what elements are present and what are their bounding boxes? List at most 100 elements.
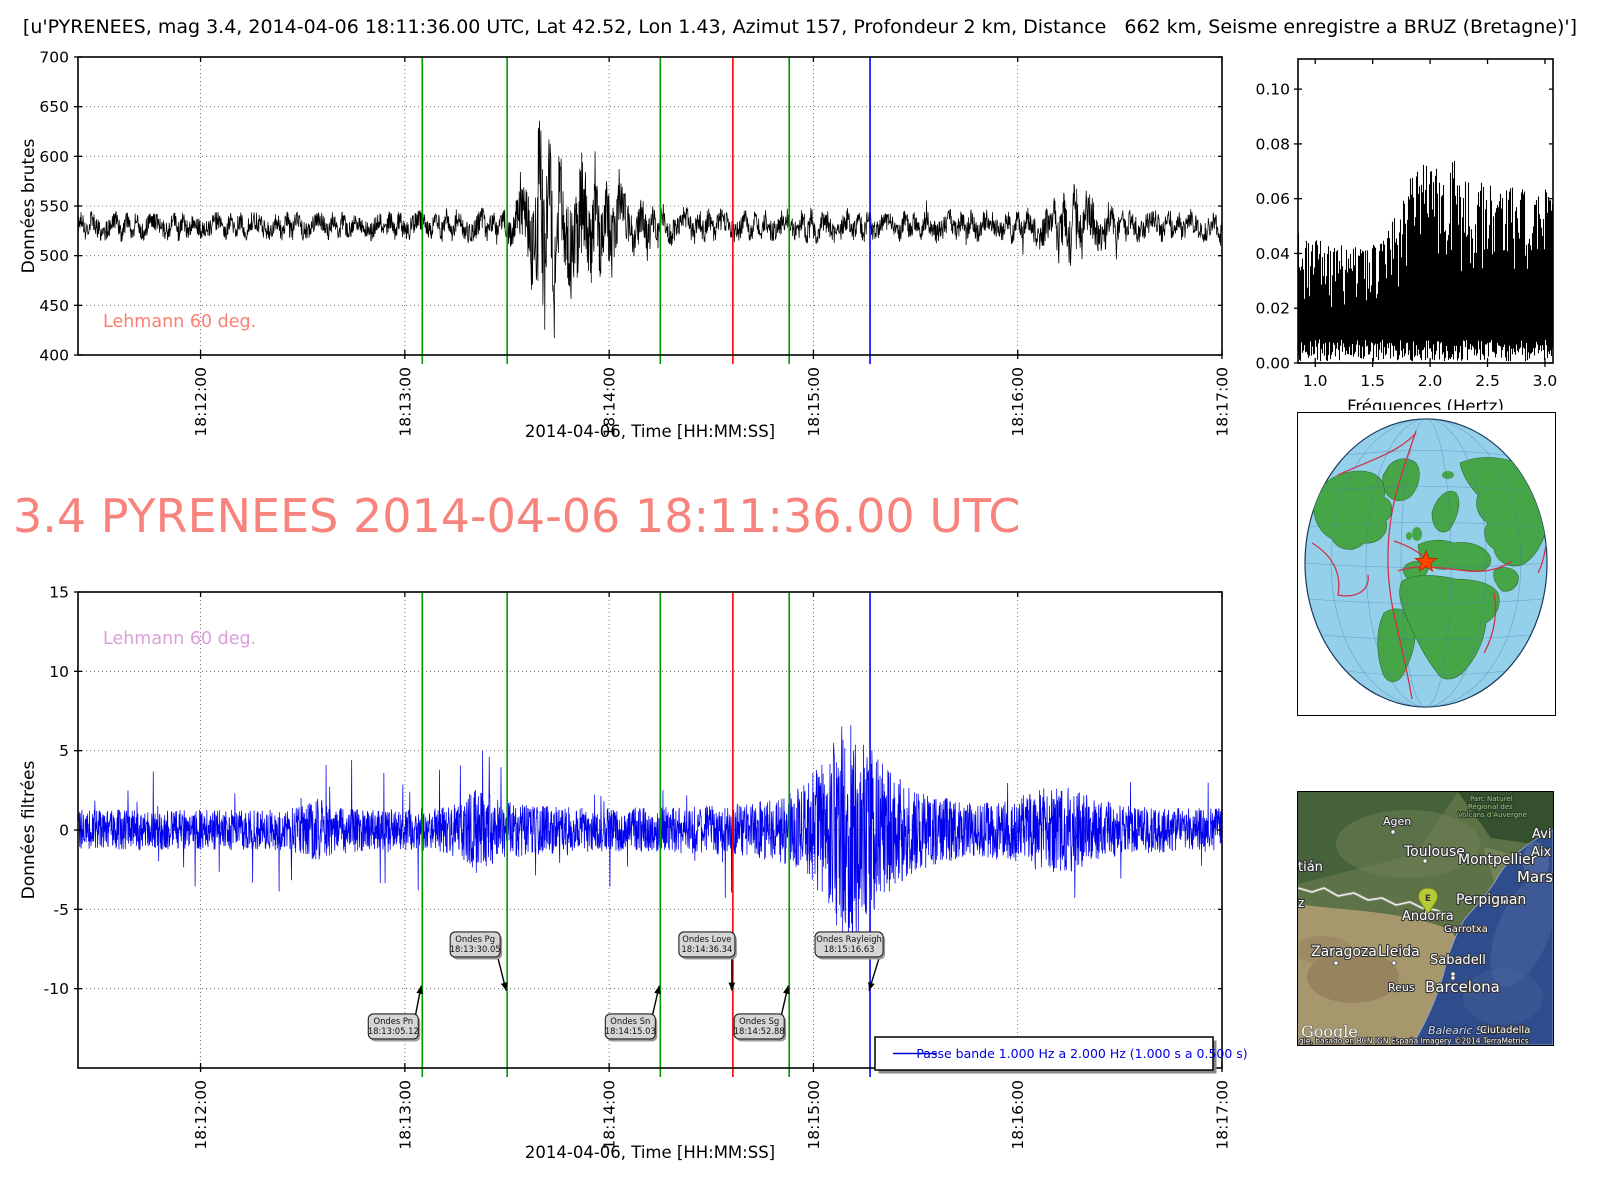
globe-parallel bbox=[1308, 598, 1544, 604]
globe-meridian bbox=[1365, 419, 1487, 707]
x-tick-label: 18:17:00 bbox=[1214, 367, 1232, 437]
plate-boundary bbox=[1397, 560, 1513, 573]
globe-landmass bbox=[1313, 470, 1393, 550]
y-tick-label: 0.06 bbox=[1255, 190, 1290, 208]
map-sea bbox=[1412, 830, 1553, 1045]
globe-parallel bbox=[1308, 522, 1544, 528]
map-coastline bbox=[1411, 829, 1553, 1045]
raw-seismogram-trace bbox=[77, 120, 1223, 339]
globe-meridian bbox=[1330, 419, 1522, 707]
x-tick-label: 2.0 bbox=[1418, 372, 1443, 390]
callout-phase-time: 18:15:16.63 bbox=[824, 944, 875, 954]
callout-arrowhead bbox=[728, 982, 736, 991]
map-plain-region bbox=[1336, 810, 1480, 878]
city-dot-icon bbox=[1333, 960, 1339, 966]
callout-phase-time: 18:13:05.12 bbox=[368, 1026, 419, 1036]
map-place-label: Andorra bbox=[1402, 909, 1454, 924]
spectrum-chart: 0.00 0.02 0.04 0.06 0.08 0.10 1.0 1.5 2.0 2.5 3.0 F… bbox=[1255, 58, 1558, 410]
callout-phase-name: Ondes Rayleigh bbox=[816, 934, 882, 944]
legend-label: Passe bande 1.000 Hz a 2.000 Hz (1.000 s… bbox=[916, 1046, 1247, 1061]
globe-meridian bbox=[1400, 419, 1452, 707]
y-axis-label: Données brutes bbox=[19, 138, 39, 273]
callout-arrowhead bbox=[416, 985, 424, 995]
callout-phase-name: Ondes Pg bbox=[455, 934, 495, 944]
map-place-label: Lleida bbox=[1378, 944, 1420, 960]
map-place-label: Avi bbox=[1532, 827, 1551, 842]
tectonic-globe-image bbox=[1304, 418, 1548, 708]
y-tick-label: 5 bbox=[59, 742, 69, 760]
x-tick-label: 2.5 bbox=[1475, 372, 1500, 390]
x-tick-label: 18:13:00 bbox=[396, 1080, 414, 1150]
plate-boundary bbox=[1387, 430, 1417, 700]
map-place-label: Ciutadella bbox=[1480, 1025, 1530, 1036]
callout-arrowhead bbox=[500, 982, 508, 991]
y-tick-label: -5 bbox=[54, 901, 69, 919]
globe-parallel bbox=[1345, 670, 1507, 676]
y-tick-label: 450 bbox=[39, 297, 69, 315]
y-tick-label: 400 bbox=[39, 347, 69, 365]
location-map-frame: Parc Naturel Régional des Volcans d'Auverg… bbox=[1297, 791, 1554, 1046]
y-tick-label: 0.02 bbox=[1255, 300, 1290, 318]
callout-arrowhead bbox=[868, 982, 875, 991]
map-massif-region bbox=[1458, 792, 1553, 847]
map-terrain-patch bbox=[1298, 936, 1353, 964]
plate-boundary bbox=[1483, 592, 1497, 654]
map-logo: Google bbox=[1301, 1022, 1358, 1041]
map-place-label: Mars bbox=[1517, 868, 1553, 886]
plot-border bbox=[1297, 58, 1554, 364]
map-place-label: Barcelona bbox=[1425, 978, 1500, 996]
raw-seismogram-plot: 400 450 500 550 600 650 700 18:12:00 18:13:00 18:… bbox=[19, 49, 1232, 442]
epicenter-pin-icon: E bbox=[1418, 887, 1438, 915]
x-tick-label: 18:12:00 bbox=[192, 1080, 210, 1150]
y-tick-label: 0.10 bbox=[1255, 81, 1290, 99]
y-tick-label: 650 bbox=[39, 98, 69, 116]
x-tick-label: 18:15:00 bbox=[805, 367, 823, 437]
filtered-seismogram-trace bbox=[77, 725, 1223, 939]
y-tick-label: 500 bbox=[39, 247, 69, 265]
x-axis-label: 2014-04-06, Time [HH:MM:SS] bbox=[525, 1143, 775, 1162]
globe-landmass bbox=[1417, 539, 1492, 572]
map-place-label: Parc Naturel bbox=[1470, 795, 1513, 803]
callout-box bbox=[367, 1013, 419, 1040]
map-place-label: Zaragoza bbox=[1311, 944, 1377, 960]
x-tick-label: 3.0 bbox=[1533, 372, 1558, 390]
callout-phase-time: 18:14:15.03 bbox=[605, 1026, 656, 1036]
callout-phase-time: 18:14:36.34 bbox=[681, 944, 732, 954]
globe-landmass bbox=[1399, 575, 1500, 680]
station-annotation: Lehmann 60 deg. bbox=[103, 312, 256, 332]
raw-seismogram-chart: 400 450 500 550 600 650 700 18:12:00 18:13:00 18:… bbox=[19, 49, 1232, 442]
callout-phase-name: Ondes Sn bbox=[610, 1016, 650, 1026]
filtered-seismogram-plot: -10 -5 0 5 10 15 18:12:00 18:13:00 18:14:00 18:15… bbox=[19, 584, 1248, 1163]
x-tick-label: 1.0 bbox=[1303, 372, 1328, 390]
globe-island bbox=[1412, 527, 1422, 541]
callout-phase-time: 18:14:52.88 bbox=[734, 1026, 785, 1036]
map-place-label: Régional des bbox=[1468, 803, 1513, 811]
y-tick-label: 10 bbox=[49, 663, 69, 681]
event-summary-banner: 3.4 PYRENEES 2014-04-06 18:11:36.00 UTC bbox=[13, 489, 1021, 543]
x-axis-label: Fréquences (Hertz) bbox=[1347, 397, 1504, 410]
map-place-label: Sabadell bbox=[1430, 953, 1486, 968]
map-place-label: Montpellier bbox=[1458, 852, 1537, 868]
city-dot-icon bbox=[1450, 971, 1456, 977]
map-sea-shallow bbox=[1523, 842, 1549, 882]
callout-box bbox=[604, 1013, 656, 1040]
pin-label: E bbox=[1425, 894, 1431, 904]
callout-phase-name: Ondes Pn bbox=[373, 1016, 413, 1026]
y-tick-label: 15 bbox=[49, 584, 69, 602]
globe-map-frame bbox=[1297, 412, 1556, 716]
x-tick-label: 18:13:00 bbox=[396, 367, 414, 437]
amplitude-spectrum-plot: 0.00 0.02 0.04 0.06 0.08 0.10 1.0 1.5 2.0 2.5 3.0 F… bbox=[1255, 58, 1558, 410]
callout-box bbox=[678, 931, 736, 958]
globe-landmass bbox=[1431, 491, 1460, 533]
map-sea-shallow bbox=[1463, 969, 1543, 1025]
city-dot-icon bbox=[1422, 858, 1428, 864]
epicenter-star-icon bbox=[1414, 549, 1438, 573]
map-terrain-patch bbox=[1307, 951, 1399, 1003]
globe-landmass bbox=[1493, 567, 1519, 592]
callout-phase-name: Ondes Love bbox=[682, 934, 731, 944]
